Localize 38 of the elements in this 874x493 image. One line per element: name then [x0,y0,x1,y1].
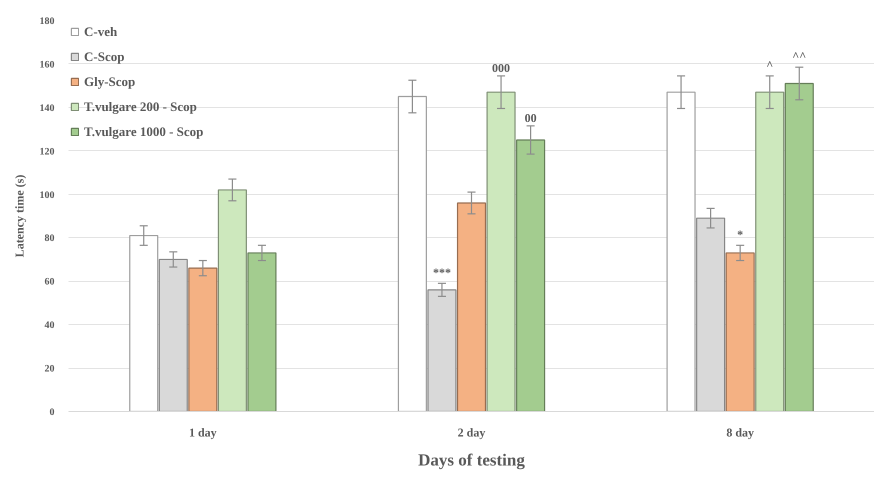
legend-label: C-Scop [84,48,124,66]
bar [755,92,784,412]
y-tick-label: 40 [44,320,54,332]
y-tick-label: 160 [40,59,54,70]
y-tick-label: 120 [40,146,54,158]
x-tick-label: 1 day [188,426,217,440]
bar [218,189,247,412]
annotation: *** [432,265,451,280]
y-tick-label: 80 [44,233,54,244]
bar [516,139,546,412]
legend-label: Gly-Scop [84,72,136,91]
y-tick-label: 180 [40,16,54,27]
bar [247,252,277,412]
x-tick-label: 2 day [458,426,486,440]
bar [486,92,516,412]
y-tick-label: 0 [50,407,54,418]
legend-label: T.vulgare 200 - Scop [84,98,197,116]
bar [784,82,814,412]
annotation: 00 [524,110,537,125]
y-tick-label: 20 [44,364,54,375]
bar [666,92,696,412]
bar [398,96,427,412]
bar [129,234,158,412]
annotation: ^^ [792,49,806,64]
bar [188,268,218,412]
legend-label: C-veh [84,22,118,40]
bar [726,252,755,412]
y-axis-title: Latency time (s) [12,174,26,258]
bar [456,202,486,412]
x-tick-label: 8 day [726,426,754,440]
y-tick-label: 100 [40,190,54,201]
annotation: 000 [492,60,510,75]
legend-label: T.vulgare 1000 - Scop [84,122,204,141]
x-axis-title: Days of testing [418,450,526,470]
annotation: ^ [766,58,774,72]
y-tick-label: 60 [44,276,54,288]
annotation: * [737,227,744,242]
y-tick-label: 140 [40,102,54,114]
